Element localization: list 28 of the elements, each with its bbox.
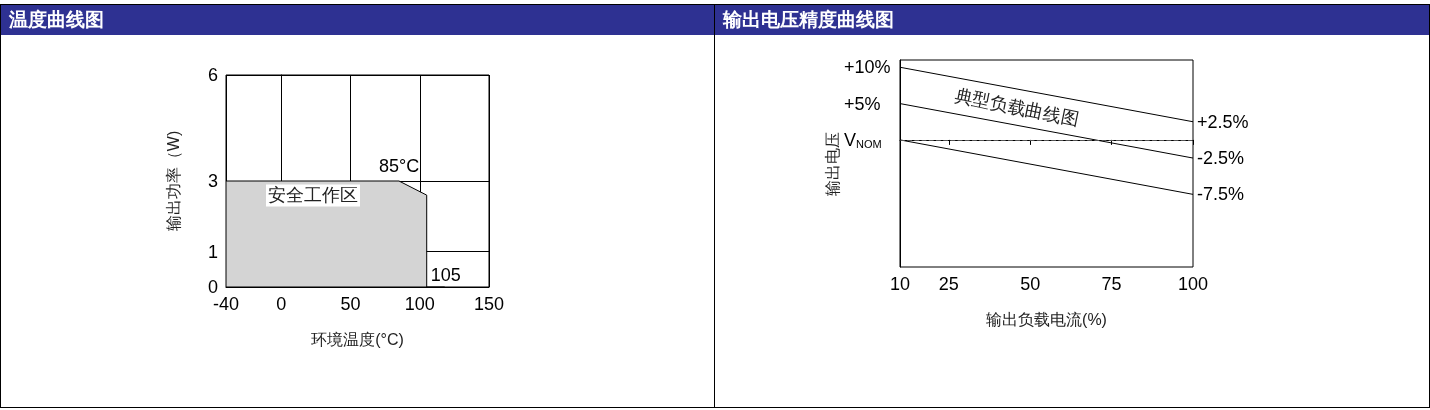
annotation: 105 <box>430 265 461 285</box>
x-tick-label: 10 <box>889 274 911 294</box>
y-axis-title: 输出功率（W) <box>164 130 182 232</box>
annotation: +2.5% <box>1197 111 1249 132</box>
x-tick-label: 50 <box>1020 274 1041 294</box>
chart-title: 输出电压精度曲线图 <box>715 5 1429 35</box>
y-axis-title: 输出电压 <box>823 131 841 196</box>
annotation: 典型负载曲线图 <box>953 85 1081 130</box>
annotation: -7.5% <box>1197 184 1245 205</box>
annotation: -2.5% <box>1197 148 1245 169</box>
x-tick-label: 25 <box>938 274 959 294</box>
y-tick-label: 6 <box>207 65 218 85</box>
y-tick-label: 1 <box>207 241 218 262</box>
x-tick-label: 75 <box>1101 274 1122 294</box>
annotation: 安全工作区 <box>268 185 358 206</box>
y-tick-label: +5% <box>844 93 881 114</box>
x-tick-label: 50 <box>340 294 361 314</box>
x-tick-label: 100 <box>1177 274 1209 294</box>
x-tick-label: 100 <box>404 294 435 314</box>
x-tick-label: 0 <box>276 294 287 314</box>
y-tick-label: +10% <box>844 57 891 78</box>
y-tick-label: 3 <box>207 171 218 191</box>
text: 温度曲线图 <box>1 5 714 35</box>
annotation: 85°C <box>378 156 420 176</box>
x-axis-title: 环境温度(°C) <box>311 330 404 348</box>
x-tick-label: -40 <box>212 294 240 314</box>
x-tick-label: 150 <box>473 294 505 314</box>
x-axis-title: 输出负载电流(%) <box>986 310 1107 328</box>
